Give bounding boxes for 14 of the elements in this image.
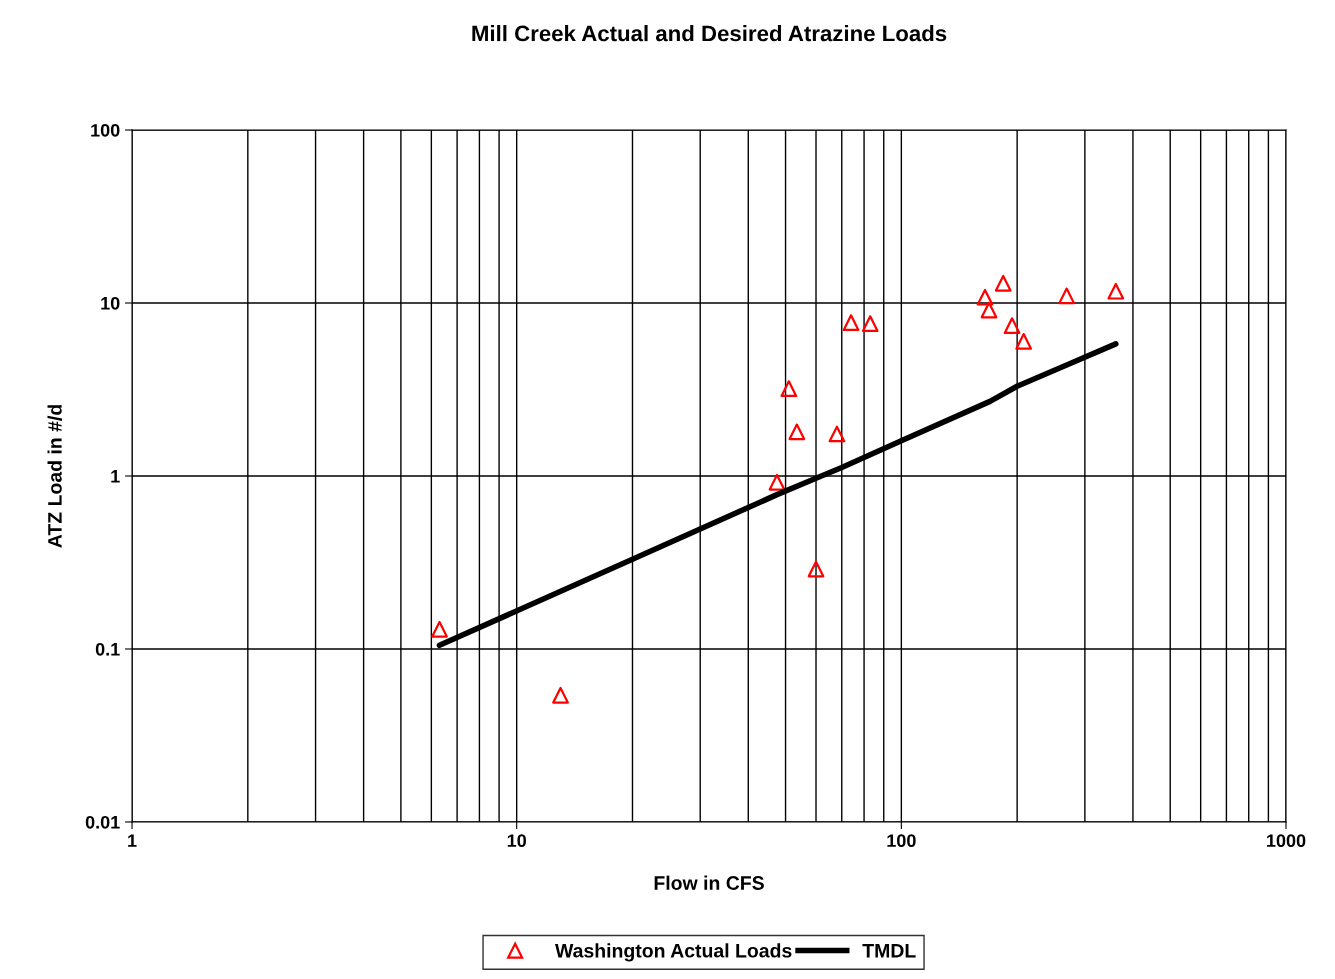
y-axis-title: ATZ Load in #/d xyxy=(47,405,62,548)
y-tick-label: 100 xyxy=(91,123,120,137)
y-tick-label: 1 xyxy=(111,470,120,483)
x-axis-title: Flow in CFS xyxy=(654,875,764,890)
x-tick-label: 100 xyxy=(887,834,916,848)
legend-label: TMDL xyxy=(862,944,916,958)
chart-title: Mill Creek Actual and Desired Atrazine Loads xyxy=(472,25,947,42)
y-tick-label: 0.1 xyxy=(95,642,120,656)
x-tick-label: 1000 xyxy=(1267,834,1306,848)
legend-label: Washington Actual Loads xyxy=(555,943,792,962)
x-tick-label: 10 xyxy=(507,834,526,848)
y-tick-label: 0.01 xyxy=(85,815,120,829)
x-tick-label: 1 xyxy=(128,834,137,847)
y-tick-label: 10 xyxy=(101,296,120,310)
